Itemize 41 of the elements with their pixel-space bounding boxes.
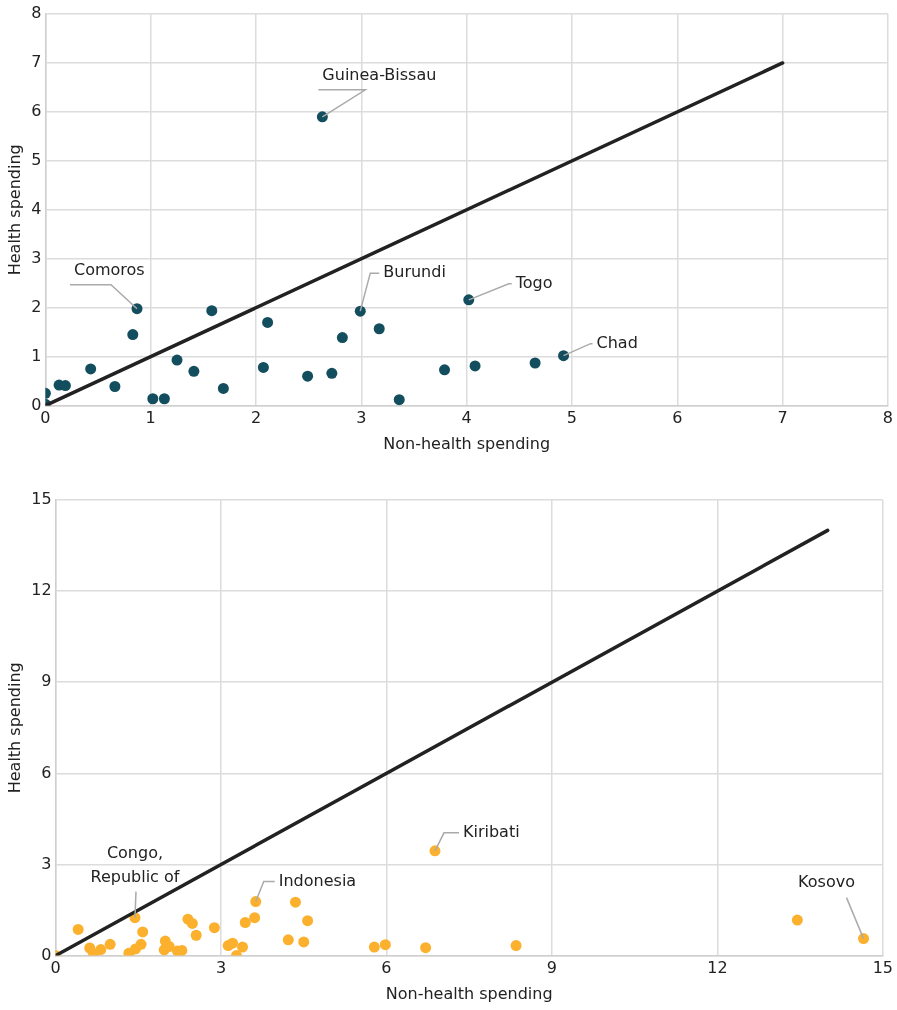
x-tick-label: 9 bbox=[546, 958, 558, 978]
annotation: Chad bbox=[596, 332, 638, 352]
y-tick-label: 6 bbox=[41, 762, 52, 782]
y-tick-label: 12 bbox=[31, 580, 52, 600]
x-axis-title: Non-health spending bbox=[383, 433, 551, 453]
y-axis-title: Health spending bbox=[4, 144, 24, 276]
annotation: Burundi bbox=[383, 262, 446, 282]
x-tick-label: 8 bbox=[882, 408, 893, 428]
annotation: Guinea-Bissau bbox=[322, 64, 437, 84]
x-tick-label: 3 bbox=[215, 958, 227, 978]
annotation: Congo, Republic of bbox=[90, 842, 180, 886]
y-tick-label: 3 bbox=[31, 247, 42, 267]
y-tick-label: 2 bbox=[31, 296, 42, 316]
y-tick-label: 15 bbox=[31, 489, 52, 509]
y-axis-title: Health spending bbox=[4, 662, 24, 794]
annotation: Kosovo bbox=[798, 871, 855, 891]
x-tick-label: 4 bbox=[461, 408, 472, 428]
x-tick-label: 15 bbox=[872, 958, 893, 978]
annotation: Kiribati bbox=[463, 821, 520, 841]
y-tick-label: 3 bbox=[41, 853, 52, 873]
annotation: Togo bbox=[514, 273, 553, 293]
x-tick-label: 5 bbox=[566, 408, 578, 428]
y-tick-label: 6 bbox=[31, 101, 42, 121]
y-tick-label: 5 bbox=[31, 150, 42, 170]
x-tick-label: 1 bbox=[145, 408, 156, 428]
y-tick-label: 8 bbox=[31, 3, 42, 23]
y-tick-label: 4 bbox=[31, 198, 42, 218]
y-tick-label: 7 bbox=[31, 52, 42, 72]
y-tick-label: 0 bbox=[41, 944, 52, 964]
y-tick-label: 0 bbox=[31, 394, 42, 414]
x-tick-label: 6 bbox=[672, 408, 683, 428]
x-tick-label: 2 bbox=[250, 408, 262, 428]
annotation: Comoros bbox=[74, 259, 145, 279]
x-tick-label: 7 bbox=[777, 408, 788, 428]
y-tick-label: 9 bbox=[41, 671, 52, 691]
y-tick-label: 1 bbox=[31, 345, 42, 365]
annotation: Indonesia bbox=[278, 870, 357, 890]
x-tick-label: 6 bbox=[381, 958, 392, 978]
x-tick-label: 3 bbox=[356, 408, 367, 428]
x-tick-label: 12 bbox=[707, 958, 728, 978]
x-axis-title: Non-health spending bbox=[385, 983, 553, 1003]
